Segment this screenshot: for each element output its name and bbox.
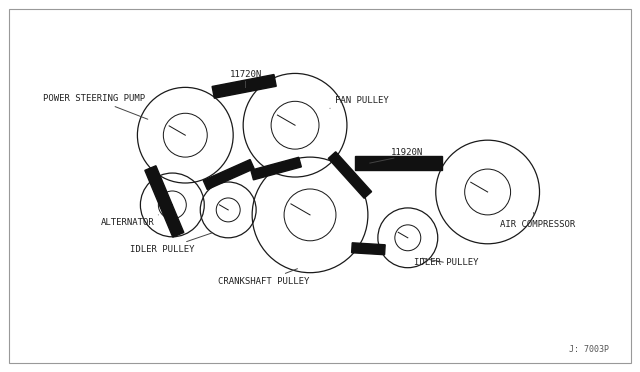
Text: 11920N: 11920N xyxy=(391,148,423,157)
Polygon shape xyxy=(351,243,385,255)
Text: FAN PULLEY: FAN PULLEY xyxy=(330,96,388,108)
Text: J: 7003P: J: 7003P xyxy=(570,345,609,355)
Polygon shape xyxy=(355,156,442,170)
Polygon shape xyxy=(212,74,276,98)
Text: AIR COMPRESSOR: AIR COMPRESSOR xyxy=(500,212,575,230)
Text: CRANKSHAFT PULLEY: CRANKSHAFT PULLEY xyxy=(218,269,310,286)
Polygon shape xyxy=(145,166,184,237)
Text: IDLER PULLEY: IDLER PULLEY xyxy=(414,258,478,267)
Text: 11720N: 11720N xyxy=(230,70,262,79)
Text: POWER STEERING PUMP: POWER STEERING PUMP xyxy=(43,94,148,119)
Text: IDLER PULLEY: IDLER PULLEY xyxy=(131,233,212,254)
Text: ALTERNATOR: ALTERNATOR xyxy=(100,215,158,227)
Polygon shape xyxy=(204,160,254,190)
Polygon shape xyxy=(251,157,301,180)
Polygon shape xyxy=(328,152,372,198)
